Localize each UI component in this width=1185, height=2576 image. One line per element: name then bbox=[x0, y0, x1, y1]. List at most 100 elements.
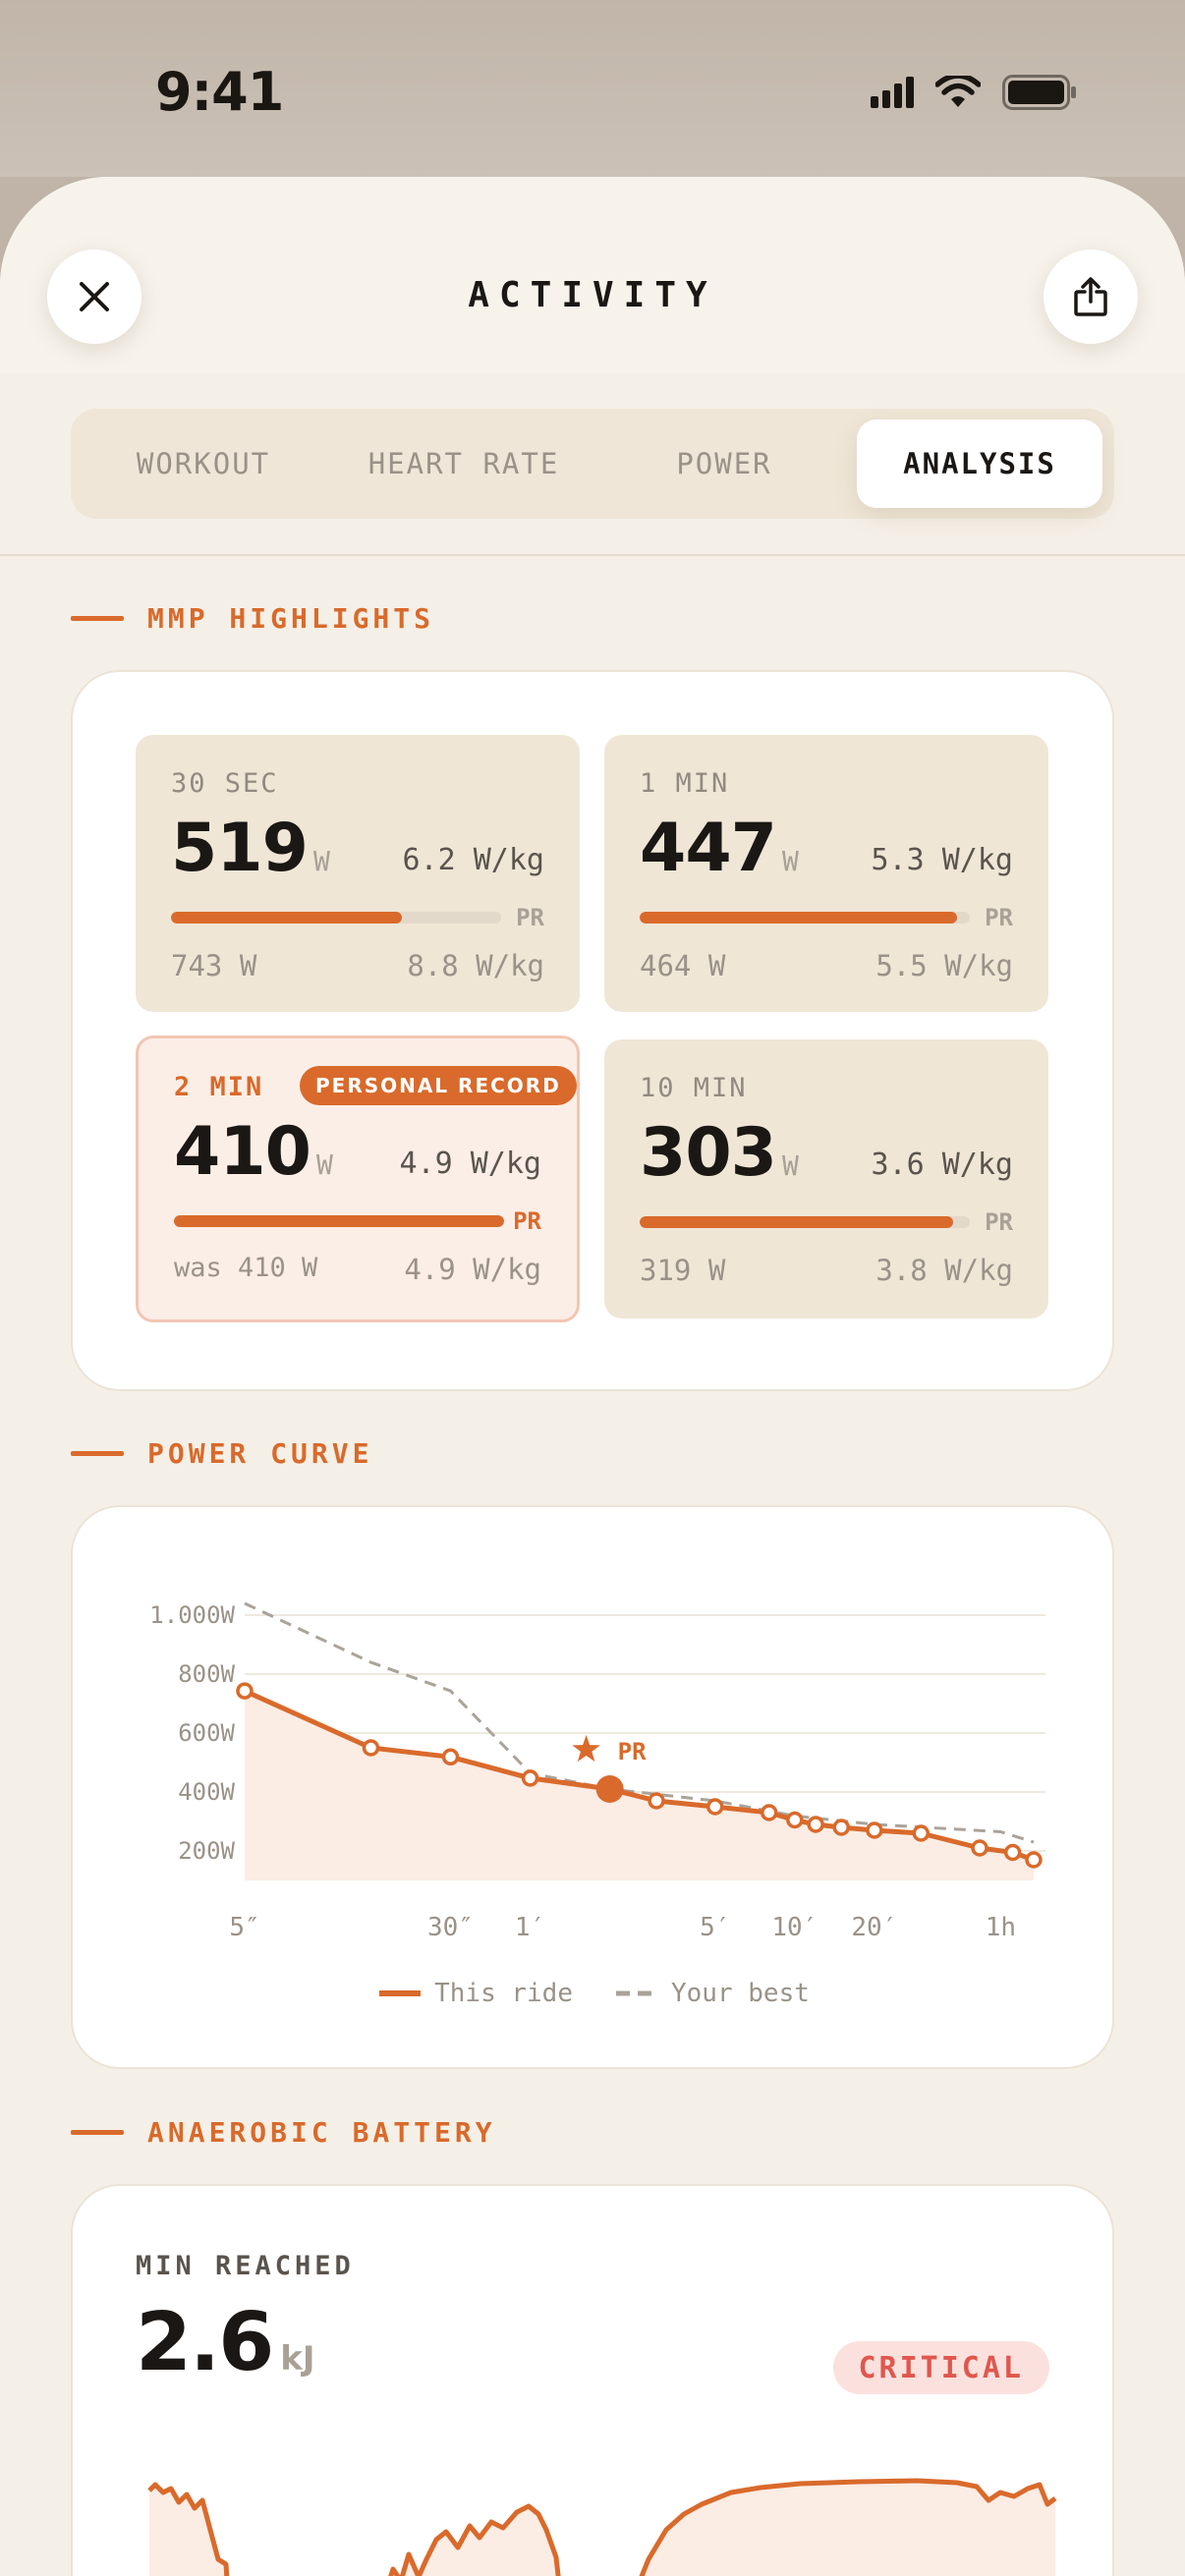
tab-power[interactable]: POWER bbox=[676, 447, 772, 480]
battery-line bbox=[639, 2478, 1057, 2576]
battery-area bbox=[390, 2506, 559, 2576]
data-point bbox=[706, 1798, 724, 1816]
data-point bbox=[866, 1821, 883, 1839]
cellular-signal-icon bbox=[871, 77, 914, 108]
data-point bbox=[362, 1739, 380, 1757]
tab-analysis[interactable]: ANALYSIS bbox=[857, 420, 1102, 508]
header-divider bbox=[0, 554, 1185, 556]
mmp-tile-1min[interactable]: 1 MIN 447 W 5.3 W/kg PR 464 W 5.5 W/kg bbox=[604, 735, 1048, 1012]
anaerobic-battery-card: MIN REACHED 2.6 kJ CRITICAL bbox=[71, 2184, 1114, 2576]
y-tick-label: 1.000W bbox=[149, 1601, 235, 1629]
x-tick-label: 5″ bbox=[229, 1913, 259, 1942]
tab-workout[interactable]: WORKOUT bbox=[136, 447, 271, 480]
status-bar: 9:41 bbox=[0, 0, 1185, 177]
mmp-card: 30 SEC 519 W 6.2 W/kg PR 743 W 8.8 W/kg 1… bbox=[71, 670, 1114, 1391]
critical-status-badge: CRITICAL bbox=[832, 2341, 1049, 2394]
tile-wkg: 6.2 W/kg bbox=[402, 843, 545, 877]
tab-bar: WORKOUT HEART RATE POWER ANALYSIS bbox=[71, 409, 1114, 519]
anaerobic-battery-chart bbox=[147, 2478, 1057, 2576]
y-tick-label: 800W bbox=[178, 1660, 235, 1688]
legend-item-your-best: Your best bbox=[616, 1979, 810, 2008]
tile-best-watts: 743 W bbox=[171, 949, 257, 982]
pr-highlight-point bbox=[595, 1775, 624, 1803]
section-title: ANAEROBIC BATTERY bbox=[147, 2116, 496, 2149]
tile-previous-watts: was 410 W bbox=[174, 1253, 318, 1283]
min-reached-label: MIN REACHED bbox=[136, 2251, 355, 2281]
tile-duration: 30 SEC bbox=[171, 768, 279, 799]
mmp-tile-30sec[interactable]: 30 SEC 519 W 6.2 W/kg PR 743 W 8.8 W/kg bbox=[136, 735, 580, 1012]
status-icons bbox=[871, 75, 1077, 110]
tile-wkg: 5.3 W/kg bbox=[871, 843, 1014, 877]
power-curve-card: 1.000W 800W 600W 400W 200W 5″ 30″ 1′ 5′ 10′ 20′ 1h P… bbox=[71, 1505, 1114, 2069]
x-tick-label: 1h bbox=[986, 1913, 1016, 1942]
power-curve-chart: 1.000W 800W 600W 400W 200W 5″ 30″ 1′ 5′ 10′ 20′ 1h P… bbox=[149, 1601, 1045, 1942]
tile-watts: 447 W bbox=[640, 810, 799, 887]
battery-area bbox=[642, 2481, 1055, 2576]
battery-area bbox=[149, 2485, 227, 2576]
section-title: POWER CURVE bbox=[147, 1437, 373, 1470]
tile-duration: 2 MIN bbox=[174, 1072, 264, 1102]
legend-item-this-ride: This ride bbox=[379, 1979, 573, 2008]
data-point bbox=[521, 1769, 539, 1787]
tile-progress-bar bbox=[640, 1216, 970, 1228]
series-line-this-ride bbox=[243, 1688, 1035, 1863]
tile-progress-fill bbox=[171, 912, 403, 924]
wifi-icon bbox=[935, 76, 981, 107]
section-header-anaerobic-battery: ANAEROBIC BATTERY bbox=[71, 2116, 496, 2149]
chart-legend: This ride Your best bbox=[73, 1979, 1116, 2008]
y-tick-label: 600W bbox=[178, 1719, 235, 1747]
share-button[interactable] bbox=[1044, 250, 1138, 344]
legend-solid-line-icon bbox=[379, 1990, 422, 1996]
tile-progress-bar bbox=[174, 1215, 504, 1227]
tile-progress-fill bbox=[640, 1216, 954, 1228]
data-point bbox=[648, 1792, 665, 1810]
section-title: MMP HIGHLIGHTS bbox=[147, 602, 435, 635]
y-tick-label: 200W bbox=[178, 1837, 235, 1865]
data-point bbox=[441, 1748, 460, 1766]
tile-best-wkg: 5.5 W/kg bbox=[875, 949, 1013, 982]
tile-pr-label: PR bbox=[513, 1207, 541, 1235]
close-button[interactable] bbox=[47, 250, 141, 344]
data-point bbox=[912, 1824, 931, 1842]
tile-progress-bar bbox=[640, 912, 970, 924]
data-point bbox=[760, 1804, 778, 1821]
mmp-tile-10min[interactable]: 10 MIN 303 W 3.6 W/kg PR 319 W 3.8 W/kg bbox=[604, 1039, 1048, 1318]
tab-heart-rate[interactable]: HEART RATE bbox=[367, 447, 560, 480]
mmp-tile-2min[interactable]: 2 MIN PERSONAL RECORD 410 W 4.9 W/kg PR w… bbox=[136, 1036, 580, 1322]
tile-best-watts: 319 W bbox=[640, 1254, 726, 1287]
section-accent-bar bbox=[71, 2130, 124, 2135]
data-point bbox=[236, 1682, 254, 1700]
data-point bbox=[971, 1839, 988, 1857]
sheet-title: ACTIVITY bbox=[468, 275, 717, 315]
x-tick-label: 20′ bbox=[851, 1913, 897, 1942]
x-tick-label: 1′ bbox=[515, 1913, 545, 1942]
personal-record-badge: PERSONAL RECORD bbox=[300, 1066, 577, 1105]
data-point bbox=[1003, 1843, 1022, 1862]
min-reached-value: 2.6 kJ bbox=[136, 2296, 315, 2389]
data-point bbox=[786, 1811, 804, 1829]
tile-best-wkg: 3.8 W/kg bbox=[875, 1254, 1013, 1287]
activity-sheet: ACTIVITY WORKOUT HEART RATE POWER ANALYS… bbox=[0, 177, 1185, 2576]
tile-pr-label: PR bbox=[985, 1208, 1013, 1236]
this-ride-area bbox=[245, 1691, 1034, 1880]
battery-line bbox=[147, 2482, 230, 2576]
data-point bbox=[807, 1816, 824, 1833]
tile-watts: 303 W bbox=[640, 1114, 799, 1192]
status-time: 9:41 bbox=[155, 61, 284, 123]
tile-duration: 1 MIN bbox=[640, 768, 730, 799]
legend-label-this-ride: This ride bbox=[434, 1979, 573, 2008]
tile-watts: 410 W bbox=[174, 1113, 333, 1191]
battery-line bbox=[388, 2503, 561, 2576]
tile-wkg: 3.6 W/kg bbox=[871, 1148, 1014, 1182]
tile-progress-bar bbox=[171, 912, 501, 924]
tile-best-wkg: 4.9 W/kg bbox=[404, 1253, 541, 1286]
tile-watts: 519 W bbox=[171, 810, 330, 887]
x-tick-label: 10′ bbox=[771, 1913, 818, 1942]
section-header-mmp: MMP HIGHLIGHTS bbox=[71, 602, 434, 635]
tile-duration: 10 MIN bbox=[640, 1073, 748, 1103]
x-tick-label: 30″ bbox=[427, 1913, 474, 1942]
tile-best-watts: 464 W bbox=[640, 949, 726, 982]
x-tick-label: 5′ bbox=[700, 1913, 730, 1942]
sheet-header: ACTIVITY bbox=[0, 177, 1185, 373]
data-point bbox=[1025, 1851, 1043, 1869]
